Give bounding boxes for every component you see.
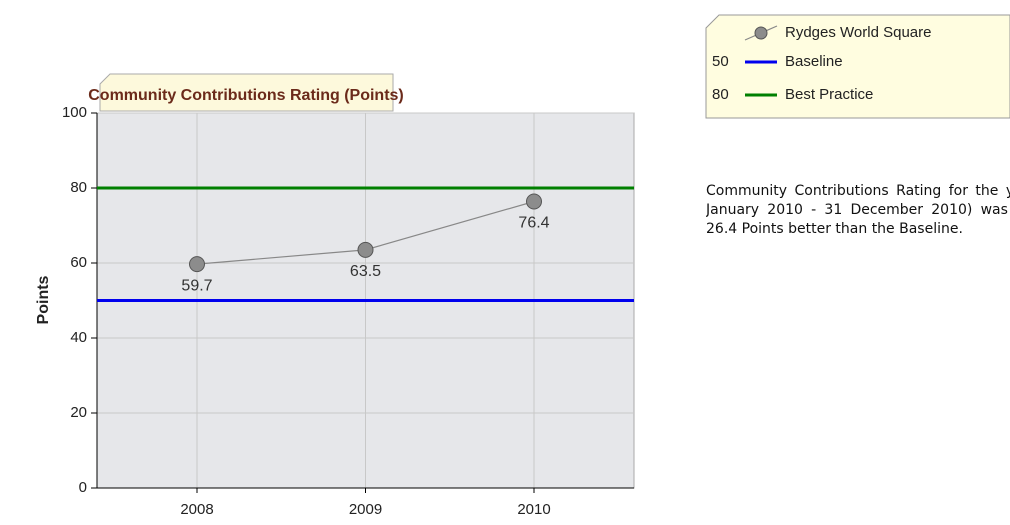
legend-marker — [754, 26, 768, 40]
data-point — [357, 241, 374, 258]
y-tick-label: 80 — [70, 179, 87, 196]
y-tick-label: 60 — [70, 254, 87, 271]
data-label: 76.4 — [518, 215, 549, 232]
title-tab — [99, 73, 394, 112]
data-point — [189, 256, 205, 273]
legend-label: Best Practice — [785, 86, 873, 103]
data-point — [526, 193, 542, 210]
y-tick-label: 100 — [62, 104, 87, 121]
data-label: 63.5 — [350, 263, 381, 280]
chart-title: Community Contributions Rating (Points) — [88, 87, 404, 104]
x-tick-label: 2010 — [517, 501, 550, 518]
y-axis-label: Points — [35, 275, 52, 324]
data-label: 59.7 — [181, 277, 212, 294]
x-tick-label: 2008 — [180, 501, 213, 518]
legend-value: 50 — [712, 53, 729, 70]
legend-value: 80 — [712, 86, 729, 103]
legend-label: Baseline — [785, 53, 843, 70]
y-tick-label: 20 — [70, 404, 87, 421]
description: Community Contributions Rating for the y… — [706, 183, 1010, 237]
y-tick-label: 40 — [70, 329, 87, 346]
y-tick-label: 0 — [79, 479, 87, 496]
description-box: Community Contributions Rating for the y… — [706, 182, 1010, 272]
legend-label: Rydges World Square — [785, 24, 931, 41]
x-tick-label: 2009 — [349, 501, 382, 518]
legend-box — [705, 14, 1010, 119]
